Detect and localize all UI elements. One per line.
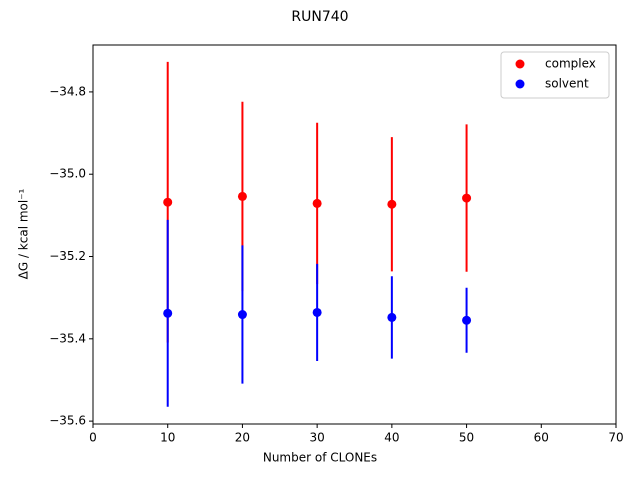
legend-label: complex: [545, 57, 596, 71]
plot-frame: [92, 44, 617, 425]
y-tick-label: −35.6: [49, 414, 86, 428]
x-tick-label: 0: [89, 431, 97, 445]
point: [312, 198, 322, 208]
legend-label: solvent: [545, 77, 589, 91]
x-tick-label: 30: [310, 431, 325, 445]
legend-marker: [515, 79, 525, 89]
x-tick-label: 70: [608, 431, 623, 445]
point: [387, 199, 397, 209]
x-tick-label: 50: [459, 431, 474, 445]
x-tick-label: 40: [384, 431, 399, 445]
point: [462, 315, 472, 325]
chart-title: RUN740: [291, 9, 348, 25]
y-tick-label: −35.0: [49, 167, 86, 181]
point: [387, 312, 397, 322]
legend-marker: [515, 59, 525, 69]
point: [462, 193, 472, 203]
point: [237, 191, 247, 201]
point: [312, 307, 322, 317]
x-tick-label: 10: [160, 431, 175, 445]
y-tick-label: −35.4: [49, 331, 86, 345]
point: [163, 308, 173, 318]
y-axis-label: ΔG / kcal mol⁻¹: [17, 188, 31, 279]
point: [237, 310, 247, 320]
point: [163, 197, 173, 207]
legend-box: [500, 51, 610, 99]
x-tick-label: 20: [235, 431, 250, 445]
y-tick-label: −34.8: [49, 84, 86, 98]
y-tick-label: −35.2: [49, 249, 86, 263]
x-axis-label: Number of CLONEs: [263, 451, 377, 465]
x-tick-label: 60: [534, 431, 549, 445]
